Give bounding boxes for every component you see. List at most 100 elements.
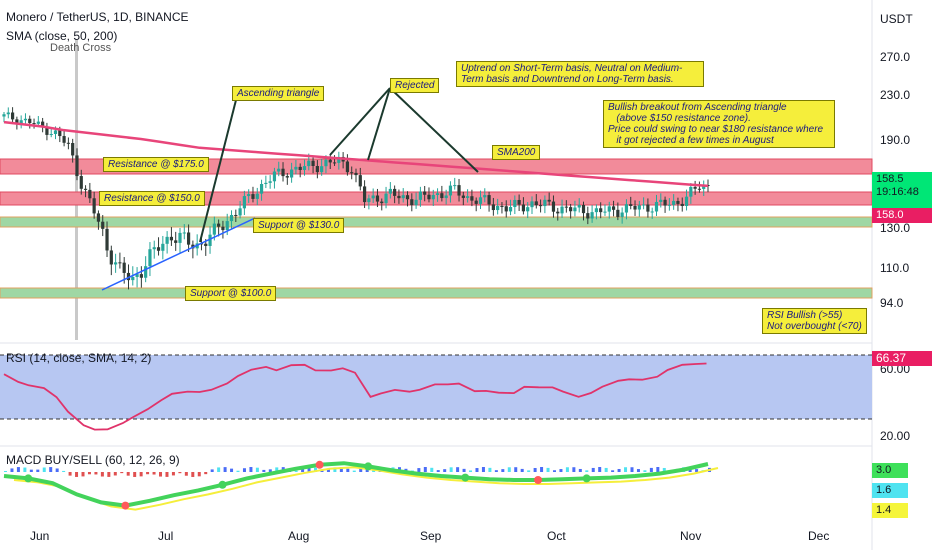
macd-bar bbox=[649, 467, 653, 472]
candle-body bbox=[611, 206, 616, 210]
candle-body bbox=[135, 274, 139, 278]
macd-bar bbox=[171, 472, 175, 476]
candle-body bbox=[242, 196, 246, 209]
macd-bar bbox=[68, 472, 72, 476]
macd-signal-dot bbox=[534, 476, 543, 484]
last-price-value: 158.5 bbox=[876, 173, 904, 185]
macd-bar bbox=[546, 467, 550, 472]
macd-bar bbox=[94, 472, 98, 475]
macd-bar bbox=[223, 467, 227, 472]
candle-body bbox=[118, 262, 122, 264]
candle-body bbox=[10, 112, 15, 120]
rsi-bullish-note: RSI Bullish (>55) Not overbought (<70) bbox=[762, 308, 867, 334]
candle-body bbox=[453, 185, 457, 187]
rsi-tick: 20.00 bbox=[880, 429, 910, 443]
candle-body bbox=[663, 199, 667, 206]
macd-bar bbox=[42, 467, 46, 472]
macd-signal-dot bbox=[218, 480, 227, 489]
candle-body bbox=[75, 155, 79, 177]
candle-body bbox=[581, 204, 586, 214]
candle-body bbox=[281, 168, 285, 177]
candle-body bbox=[478, 197, 483, 204]
macd-bar bbox=[126, 472, 130, 476]
macd-bar bbox=[217, 467, 221, 472]
macd-bar bbox=[326, 469, 330, 472]
candle-body bbox=[294, 166, 298, 170]
ascending-triangle-label: Ascending triangle bbox=[232, 86, 325, 101]
candle-body bbox=[337, 156, 341, 163]
macd-bar bbox=[501, 469, 505, 472]
candle-body bbox=[174, 240, 178, 243]
macd-bar bbox=[165, 472, 169, 477]
candle-body bbox=[530, 201, 534, 208]
macd-bar bbox=[81, 472, 85, 477]
candle-body bbox=[474, 200, 478, 204]
candle-body bbox=[590, 212, 594, 219]
macd-bar bbox=[314, 467, 318, 472]
macd-bar bbox=[481, 467, 485, 472]
candle-body bbox=[616, 209, 620, 217]
price-tick: 94.0 bbox=[880, 296, 904, 310]
candle-body bbox=[521, 204, 526, 212]
candle-body bbox=[66, 142, 70, 144]
price-tick: 190.0 bbox=[880, 133, 910, 147]
macd-indicator-label[interactable]: MACD BUY/SELL (60, 12, 26, 9) bbox=[6, 453, 180, 467]
trend-summary-note: Uptrend on Short-Term basis, Neutral on … bbox=[456, 61, 704, 87]
candle-body bbox=[144, 266, 148, 278]
macd-bar bbox=[578, 468, 582, 472]
candle-body bbox=[526, 207, 530, 212]
macd-bar bbox=[191, 472, 195, 477]
macd-bar bbox=[139, 472, 143, 477]
candle-body bbox=[431, 195, 435, 200]
macd-bar bbox=[49, 467, 53, 472]
macd-bar bbox=[565, 467, 569, 472]
candle-body bbox=[624, 204, 629, 213]
candle-body bbox=[126, 272, 131, 281]
macd-bar bbox=[591, 467, 595, 472]
candle-body bbox=[367, 198, 371, 203]
candle-body bbox=[470, 196, 474, 201]
macd-bar bbox=[230, 468, 234, 472]
macd-signal-dot bbox=[461, 473, 470, 482]
candle-body bbox=[217, 223, 221, 227]
candle-body bbox=[504, 206, 508, 212]
candle-body bbox=[496, 205, 500, 211]
candle-body bbox=[517, 199, 521, 205]
candle-body bbox=[105, 228, 109, 251]
candle-body bbox=[547, 199, 551, 202]
rsi-band bbox=[0, 355, 872, 419]
macd-bar bbox=[262, 469, 266, 472]
candle-body bbox=[114, 262, 118, 265]
candle-body bbox=[560, 206, 564, 214]
candle-body bbox=[238, 208, 242, 216]
macd-bar bbox=[359, 468, 363, 472]
support-zone-130 bbox=[0, 216, 873, 228]
rsi-indicator-label[interactable]: RSI (14, close, SMA, 14, 2) bbox=[6, 351, 152, 365]
candle-body bbox=[556, 211, 560, 214]
macd-bar bbox=[662, 467, 666, 472]
macd-bar bbox=[636, 469, 640, 472]
candle-body bbox=[646, 204, 650, 212]
macd-bar bbox=[307, 467, 311, 472]
macd-bar bbox=[75, 472, 79, 477]
candle-body bbox=[298, 166, 302, 170]
macd-bar bbox=[475, 468, 479, 472]
candle-body bbox=[603, 211, 607, 213]
candle-body bbox=[693, 186, 697, 189]
candle-body bbox=[423, 191, 427, 195]
candle-body bbox=[290, 169, 294, 178]
candle-body bbox=[109, 250, 113, 265]
candle-body bbox=[285, 176, 289, 178]
candle-body bbox=[49, 134, 53, 136]
chart-symbol-title: Monero / TetherUS, 1D, BINANCE bbox=[6, 10, 189, 24]
candle-body bbox=[461, 195, 465, 198]
candle-body bbox=[225, 221, 229, 231]
sma-indicator-label[interactable]: SMA (close, 50, 200) bbox=[6, 29, 118, 43]
candle-body bbox=[577, 204, 581, 208]
candle-body bbox=[702, 185, 706, 189]
candle-body bbox=[500, 205, 504, 207]
candle-body bbox=[186, 232, 191, 245]
macd-bar bbox=[87, 472, 91, 475]
